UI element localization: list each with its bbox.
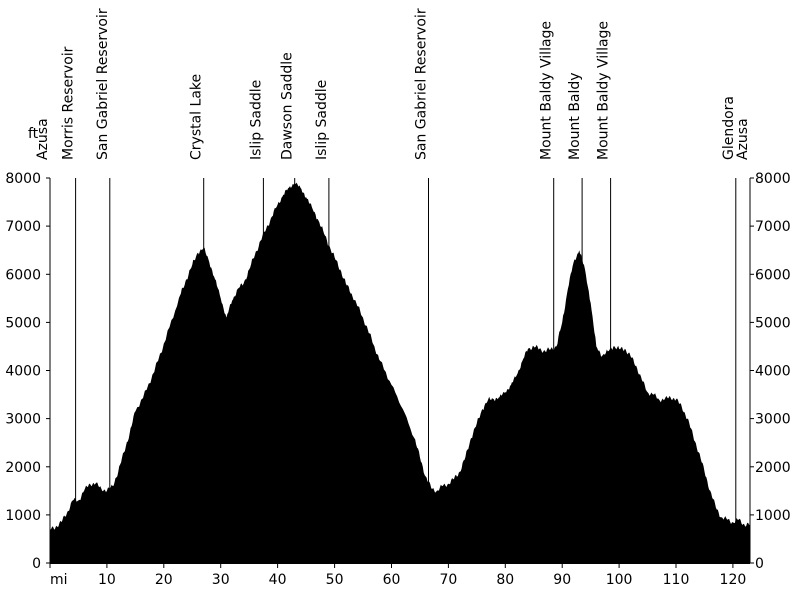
landmark-label: Islip Saddle [314,80,330,160]
landmark-label: Crystal Lake [189,74,205,160]
x-tick-label: 120 [720,572,747,588]
landmark-label: Mount Baldy Village [539,21,555,160]
landmark-label: Mount Baldy Village [596,21,612,160]
y-tick-label-left: 0 [32,556,41,572]
y-tick-label-left: 6000 [5,267,41,283]
y-tick-label-left: 3000 [5,412,41,428]
landmark-label: Islip Saddle [248,80,264,160]
y-tick-label-left: 2000 [5,460,41,476]
landmark-label: Dawson Saddle [280,52,296,160]
y-tick-label-right: 6000 [755,267,791,283]
landmark-label: Morris Reservoir [61,46,77,160]
y-tick-label-right: 8000 [755,171,791,187]
y-tick-label-right: 1000 [755,508,791,524]
y-axis-label: ft [28,126,39,142]
landmark-label: Mount Baldy [567,72,583,160]
x-tick-label: 80 [496,572,514,588]
x-tick-label: 40 [269,572,287,588]
x-tick-label: 10 [98,572,116,588]
x-tick-label: 60 [383,572,401,588]
x-axis-label: mi [50,572,68,588]
landmark-label: Azusa [735,118,751,160]
y-tick-label-right: 0 [755,556,764,572]
x-tick-label: 70 [439,572,457,588]
y-tick-label-left: 7000 [5,219,41,235]
x-tick-label: 50 [326,572,344,588]
y-tick-label-left: 8000 [5,171,41,187]
x-tick-label: 110 [663,572,690,588]
x-tick-label: 30 [212,572,230,588]
y-tick-label-left: 1000 [5,508,41,524]
y-tick-label-right: 5000 [755,315,791,331]
landmark-label: Glendora [721,96,737,160]
y-tick-label-right: 4000 [755,364,791,380]
y-tick-label-right: 2000 [755,460,791,476]
landmark-label: San Gabriel Reservoir [95,8,111,160]
y-tick-label-left: 5000 [5,315,41,331]
y-tick-label-right: 3000 [755,412,791,428]
landmark-label: San Gabriel Reservoir [414,8,430,160]
x-tick-label: 20 [155,572,173,588]
y-tick-label-right: 7000 [755,219,791,235]
y-tick-label-left: 4000 [5,364,41,380]
x-tick-label: 100 [606,572,633,588]
landmark-label: Azusa [35,118,51,160]
elevation-area [50,182,750,563]
axis-layer: 0 0 1000 1000 2000 2000 3000 3000 4000 4000 5000 50… [5,171,790,588]
x-tick-label: 90 [553,572,571,588]
